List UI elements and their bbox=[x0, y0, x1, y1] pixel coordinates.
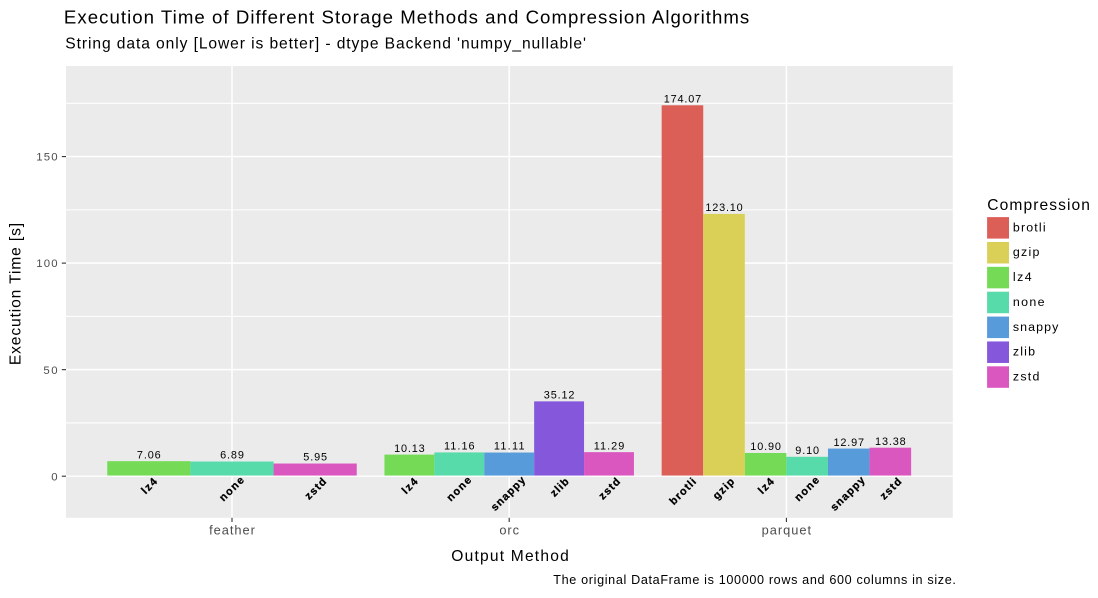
svg-text:feather: feather bbox=[209, 523, 256, 538]
svg-text:123.10: 123.10 bbox=[705, 202, 742, 214]
svg-text:orc: orc bbox=[499, 523, 519, 538]
svg-text:The original DataFrame is 1000: The original DataFrame is 100000 rows an… bbox=[553, 573, 956, 587]
svg-text:zstd: zstd bbox=[1013, 370, 1040, 384]
svg-text:10.90: 10.90 bbox=[750, 441, 781, 453]
svg-text:7.06: 7.06 bbox=[137, 449, 161, 461]
svg-text:Execution Time [s]: Execution Time [s] bbox=[8, 223, 25, 365]
svg-text:13.38: 13.38 bbox=[875, 436, 906, 448]
svg-text:brotli: brotli bbox=[1013, 220, 1046, 234]
svg-text:12.97: 12.97 bbox=[833, 437, 864, 449]
svg-text:174.07: 174.07 bbox=[664, 93, 701, 105]
svg-text:zlib: zlib bbox=[1013, 345, 1035, 359]
svg-text:11.29: 11.29 bbox=[594, 440, 625, 452]
svg-text:Output Method: Output Method bbox=[451, 548, 568, 565]
svg-text:String data only [Lower is bet: String data only [Lower is better] - dty… bbox=[65, 35, 586, 52]
svg-text:5.95: 5.95 bbox=[303, 452, 327, 464]
svg-text:10.13: 10.13 bbox=[394, 443, 425, 455]
svg-text:snappy: snappy bbox=[1013, 320, 1059, 334]
svg-text:none: none bbox=[1013, 295, 1045, 309]
svg-text:50: 50 bbox=[43, 365, 57, 377]
svg-text:parquet: parquet bbox=[762, 523, 812, 538]
svg-text:100: 100 bbox=[36, 258, 57, 270]
svg-text:lz4: lz4 bbox=[1013, 270, 1032, 284]
svg-text:Execution Time of Different St: Execution Time of Different Storage Meth… bbox=[64, 6, 749, 27]
svg-text:0: 0 bbox=[51, 471, 57, 483]
svg-text:11.11: 11.11 bbox=[494, 441, 525, 453]
svg-text:gzip: gzip bbox=[1013, 245, 1040, 259]
svg-text:Compression: Compression bbox=[987, 197, 1090, 214]
svg-text:11.16: 11.16 bbox=[444, 441, 475, 453]
svg-text:35.12: 35.12 bbox=[544, 390, 575, 402]
svg-text:150: 150 bbox=[36, 152, 57, 164]
svg-text:9.10: 9.10 bbox=[795, 445, 819, 457]
svg-text:6.89: 6.89 bbox=[220, 450, 244, 462]
